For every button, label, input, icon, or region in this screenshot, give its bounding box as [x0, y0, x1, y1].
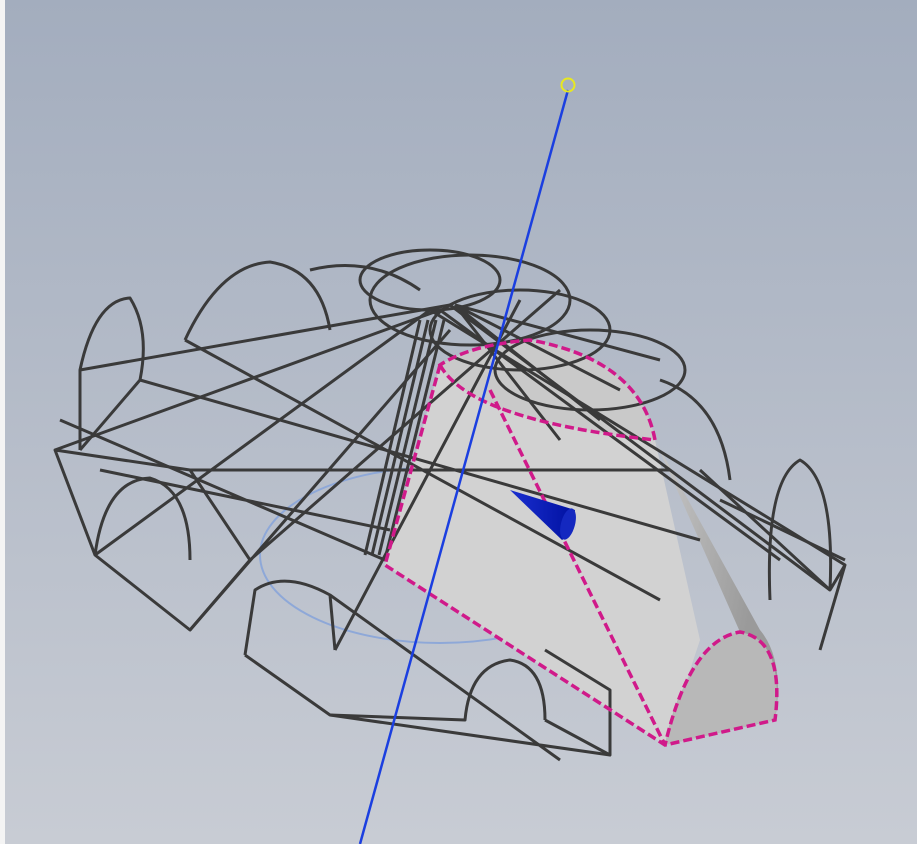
wire-edge	[363, 319, 446, 556]
axis-line	[358, 89, 570, 844]
direction-cone-base	[560, 508, 576, 540]
selected-edge	[488, 389, 667, 746]
body-flat-face	[385, 340, 700, 745]
wire-edge	[544, 648, 612, 757]
wire-arch	[329, 658, 547, 722]
wire-arch	[78, 296, 145, 451]
wire-arch	[93, 476, 192, 561]
selected-edge	[382, 364, 779, 747]
wire-ellipse	[368, 253, 572, 347]
wire-edge	[59, 418, 611, 762]
wireframe	[53, 248, 847, 762]
direction-cone	[510, 490, 575, 540]
selection-outline	[382, 338, 779, 747]
wire-arch	[243, 579, 337, 656]
wire-arch	[659, 378, 732, 481]
left-border	[0, 0, 5, 844]
wire-edge	[453, 303, 846, 592]
selected-edge	[437, 338, 658, 442]
body-end-face	[665, 632, 777, 745]
wire-arch	[183, 260, 332, 341]
wire-edge	[139, 288, 701, 651]
axis-endpoint	[560, 77, 576, 93]
